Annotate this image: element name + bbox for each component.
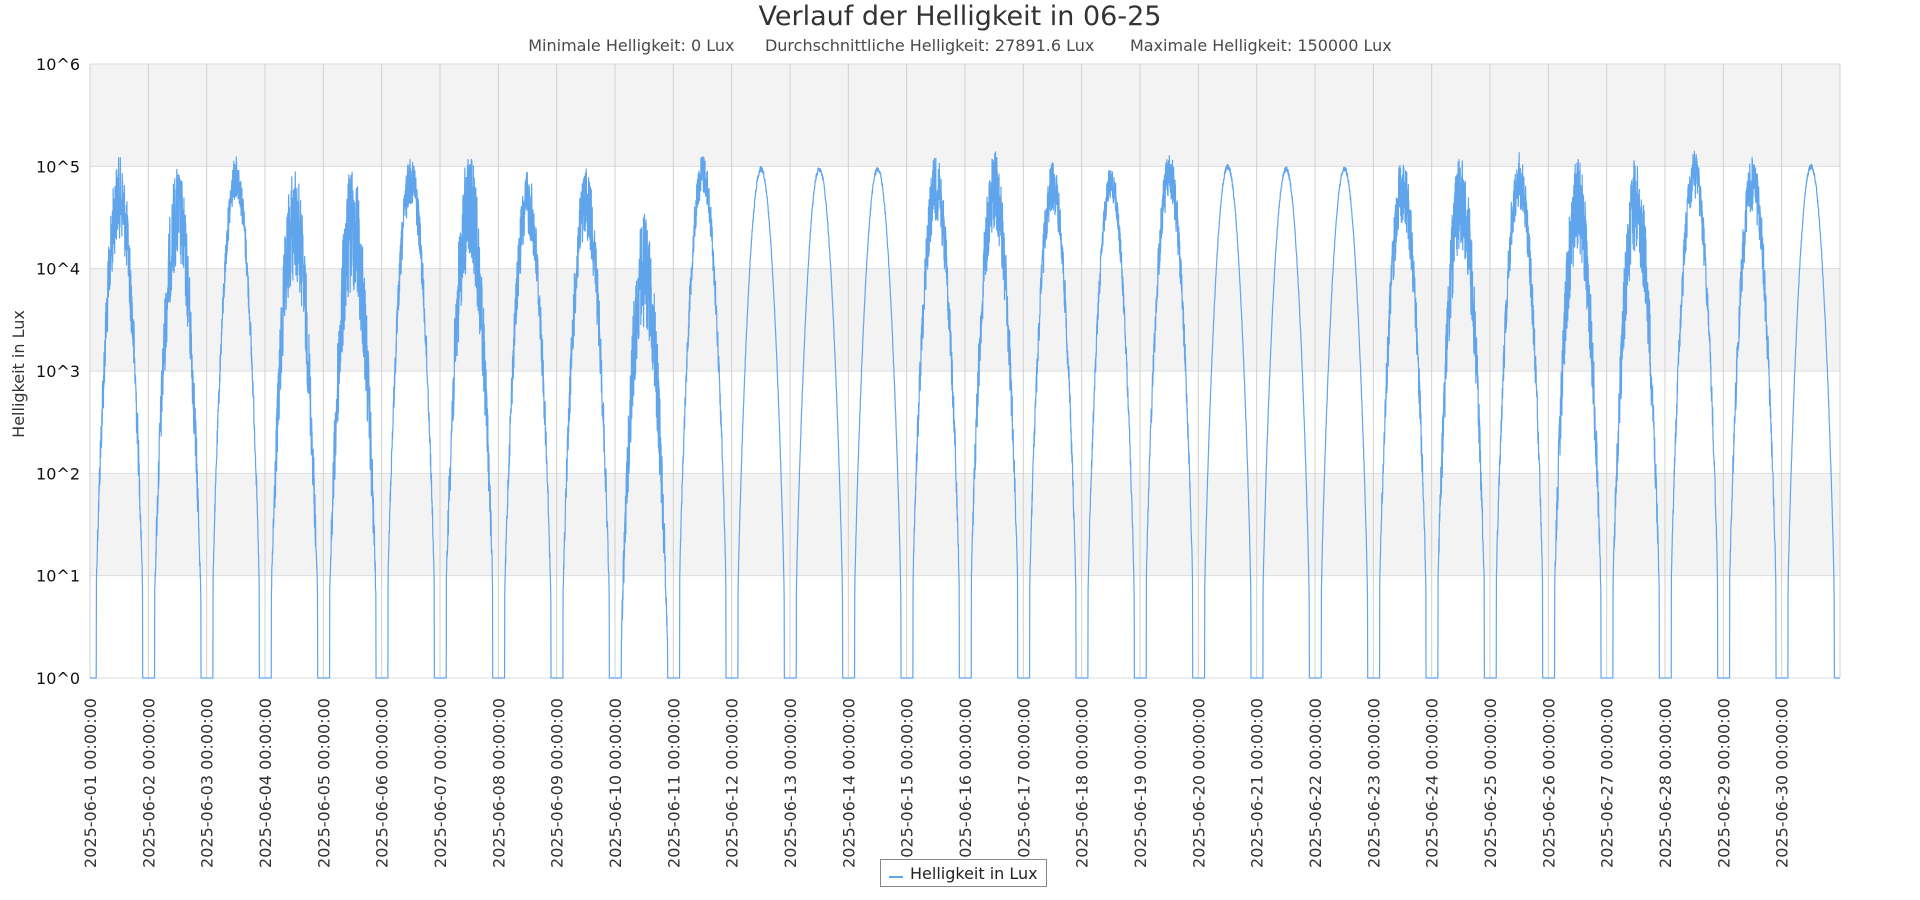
x-tick-label: 2025-06-01 00:00:00 — [81, 698, 100, 868]
y-axis: 10^0 10^1 10^2 10^3 10^4 10^5 10^6 — [36, 55, 80, 688]
x-tick-label: 2025-06-08 00:00:00 — [489, 698, 508, 868]
x-tick-label: 2025-06-27 00:00:00 — [1598, 698, 1617, 868]
legend-label: Helligkeit in Lux — [910, 863, 1038, 883]
x-tick-label: 2025-06-20 00:00:00 — [1189, 698, 1208, 868]
x-tick-label: 2025-06-25 00:00:00 — [1481, 698, 1500, 868]
x-tick-label: 2025-06-17 00:00:00 — [1014, 698, 1033, 868]
subtitle-min: Minimale Helligkeit: 0 Lux — [528, 36, 735, 55]
chart-title: Verlauf der Helligkeit in 06-25 — [758, 1, 1162, 32]
y-tick-label: 10^1 — [36, 567, 80, 586]
series-layer — [89, 150, 1841, 679]
chart-subtitle: Minimale Helligkeit: 0 Lux Durchschnittl… — [0, 36, 1920, 56]
x-tick-label: 2025-06-05 00:00:00 — [314, 698, 333, 868]
x-tick-label: 2025-06-24 00:00:00 — [1423, 698, 1442, 868]
x-tick-label: 2025-06-03 00:00:00 — [198, 698, 217, 868]
y-tick-label: 10^5 — [36, 157, 80, 176]
x-tick-label: 2025-06-30 00:00:00 — [1773, 698, 1792, 868]
x-tick-label: 2025-06-11 00:00:00 — [664, 698, 683, 868]
series-line-helligkeit — [89, 150, 1841, 679]
x-tick-label: 2025-06-29 00:00:00 — [1714, 698, 1733, 868]
x-tick-label: 2025-06-07 00:00:00 — [431, 698, 450, 868]
x-tick-label: 2025-06-04 00:00:00 — [256, 698, 275, 868]
legend-swatch — [889, 876, 903, 878]
x-tick-label: 2025-06-19 00:00:00 — [1131, 698, 1150, 868]
x-tick-label: 2025-06-06 00:00:00 — [373, 698, 392, 868]
x-tick-label: 2025-06-28 00:00:00 — [1656, 698, 1675, 868]
legend: Helligkeit in Lux — [880, 859, 1047, 887]
y-tick-label: 10^0 — [36, 669, 80, 688]
x-tick-label: 2025-06-12 00:00:00 — [723, 698, 742, 868]
y-tick-label: 10^6 — [36, 55, 80, 74]
x-tick-label: 2025-06-09 00:00:00 — [548, 698, 567, 868]
x-tick-label: 2025-06-22 00:00:00 — [1306, 698, 1325, 868]
y-tick-label: 10^4 — [36, 260, 80, 279]
y-tick-label: 10^2 — [36, 464, 80, 483]
x-tick-label: 2025-06-13 00:00:00 — [781, 698, 800, 868]
plot-grid — [89, 63, 1841, 679]
subtitle-max: Maximale Helligkeit: 150000 Lux — [1129, 36, 1392, 55]
x-tick-label: 2025-06-23 00:00:00 — [1364, 698, 1383, 868]
x-tick-label: 2025-06-26 00:00:00 — [1539, 698, 1558, 868]
x-tick-label: 2025-06-16 00:00:00 — [956, 698, 975, 868]
y-tick-label: 10^3 — [36, 362, 80, 381]
x-axis: 2025-06-01 00:00:00 2025-06-02 00:00:00 20… — [81, 698, 1792, 868]
x-tick-label: 2025-06-02 00:00:00 — [139, 698, 158, 868]
x-tick-label: 2025-06-15 00:00:00 — [898, 698, 917, 868]
x-tick-label: 2025-06-18 00:00:00 — [1073, 698, 1092, 868]
x-tick-label: 2025-06-21 00:00:00 — [1248, 698, 1267, 868]
y-axis-label: Helligkeit in Lux — [9, 310, 28, 438]
x-tick-label: 2025-06-14 00:00:00 — [839, 698, 858, 868]
subtitle-avg: Durchschnittliche Helligkeit: 27891.6 Lu… — [764, 36, 1095, 55]
x-tick-label: 2025-06-10 00:00:00 — [606, 698, 625, 868]
